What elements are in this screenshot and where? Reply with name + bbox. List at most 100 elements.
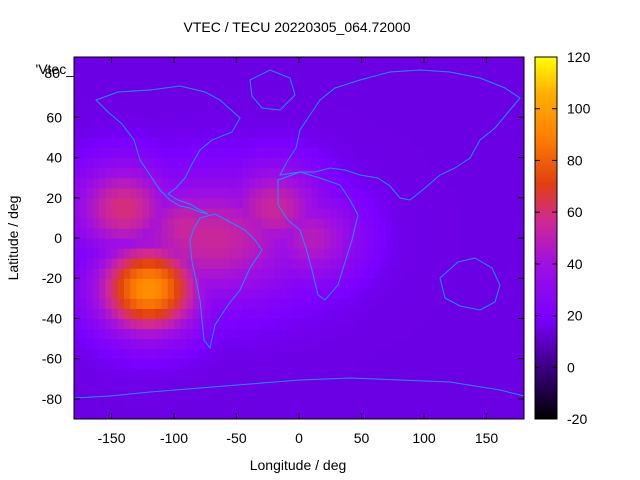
- heat-cell: [367, 117, 375, 128]
- heat-cell: [467, 167, 475, 179]
- heat-cell: [86, 147, 94, 159]
- heat-cell: [292, 318, 300, 330]
- heat-cell: [336, 318, 344, 330]
- heat-cell: [230, 278, 238, 289]
- heat-cell: [342, 348, 350, 360]
- heat-cell: [249, 408, 256, 419]
- heat-cell: [99, 217, 106, 229]
- heat-cell: [217, 87, 225, 98]
- heat-cell: [449, 157, 456, 169]
- heat-cell: [436, 207, 444, 219]
- heat-cell: [474, 388, 481, 400]
- heat-cell: [124, 57, 131, 68]
- heat-cell: [267, 117, 275, 128]
- heat-cell: [186, 348, 194, 360]
- heat-cell: [461, 107, 469, 118]
- heat-cell: [505, 177, 513, 189]
- heat-cell: [161, 328, 169, 340]
- heat-cell: [386, 298, 394, 309]
- heat-cell: [317, 368, 325, 380]
- heat-cell: [111, 248, 119, 259]
- heat-cell: [467, 388, 475, 400]
- heat-cell: [399, 227, 406, 239]
- heat-cell: [186, 77, 194, 88]
- heat-cell: [180, 328, 188, 340]
- vtec-field: [74, 57, 524, 419]
- heat-cell: [249, 248, 256, 259]
- heat-cell: [299, 137, 306, 149]
- heat-cell: [449, 278, 456, 289]
- heat-cell: [380, 318, 388, 330]
- heat-cell: [486, 97, 494, 108]
- heat-cell: [342, 227, 350, 239]
- heat-cell: [317, 388, 325, 400]
- heat-cell: [461, 137, 469, 149]
- heat-cell: [149, 147, 156, 159]
- heat-cell: [117, 298, 125, 309]
- heat-cell: [430, 117, 438, 128]
- heat-cell: [142, 358, 150, 370]
- heat-cell: [361, 348, 369, 360]
- heat-cell: [274, 177, 281, 189]
- heat-cell: [186, 408, 194, 419]
- heat-cell: [455, 97, 463, 108]
- heat-cell: [192, 57, 200, 68]
- heat-cell: [217, 328, 225, 340]
- heat-cell: [117, 187, 125, 199]
- heat-cell: [386, 207, 394, 219]
- heat-cell: [274, 97, 281, 108]
- heat-cell: [449, 338, 456, 350]
- heat-cell: [517, 77, 524, 88]
- heat-cell: [230, 87, 238, 98]
- heat-cell: [99, 388, 106, 400]
- heat-cell: [280, 348, 288, 360]
- heat-cell: [386, 117, 394, 128]
- heat-cell: [349, 288, 356, 299]
- heat-cell: [111, 298, 119, 309]
- heat-cell: [155, 167, 163, 179]
- heat-cell: [399, 278, 406, 289]
- heat-cell: [417, 278, 425, 289]
- heat-cell: [511, 217, 519, 229]
- heat-cell: [174, 248, 181, 259]
- heat-cell: [361, 187, 369, 199]
- heat-cell: [74, 338, 81, 350]
- heat-cell: [261, 308, 269, 320]
- heat-cell: [274, 197, 281, 209]
- heat-cell: [130, 358, 138, 370]
- heat-cell: [386, 167, 394, 179]
- heat-cell: [349, 268, 356, 279]
- heat-cell: [330, 107, 338, 118]
- heat-cell: [142, 398, 150, 410]
- heat-cell: [361, 157, 369, 169]
- heat-cell: [117, 107, 125, 118]
- heat-cell: [274, 358, 281, 370]
- heat-cell: [474, 117, 481, 128]
- heat-cell: [292, 117, 300, 128]
- heat-cell: [117, 238, 125, 249]
- heat-cell: [405, 67, 413, 78]
- heat-cell: [505, 368, 513, 380]
- heat-cell: [442, 268, 450, 279]
- heat-cell: [192, 388, 200, 400]
- heat-cell: [130, 107, 138, 118]
- heat-cell: [449, 308, 456, 320]
- heat-cell: [505, 217, 513, 229]
- heat-cell: [92, 67, 100, 78]
- heat-cell: [399, 127, 406, 139]
- heat-cell: [417, 358, 425, 370]
- heat-cell: [324, 67, 331, 78]
- heat-cell: [217, 117, 225, 128]
- heat-cell: [292, 388, 300, 400]
- heat-cell: [405, 238, 413, 249]
- heat-cell: [380, 207, 388, 219]
- heat-cell: [349, 278, 356, 289]
- heat-cell: [336, 197, 344, 209]
- heat-cell: [136, 137, 144, 149]
- heat-cell: [492, 137, 500, 149]
- heat-cell: [199, 57, 206, 68]
- heat-cell: [424, 147, 431, 159]
- heat-cell: [142, 147, 150, 159]
- heat-cell: [299, 238, 306, 249]
- heat-cell: [117, 227, 125, 239]
